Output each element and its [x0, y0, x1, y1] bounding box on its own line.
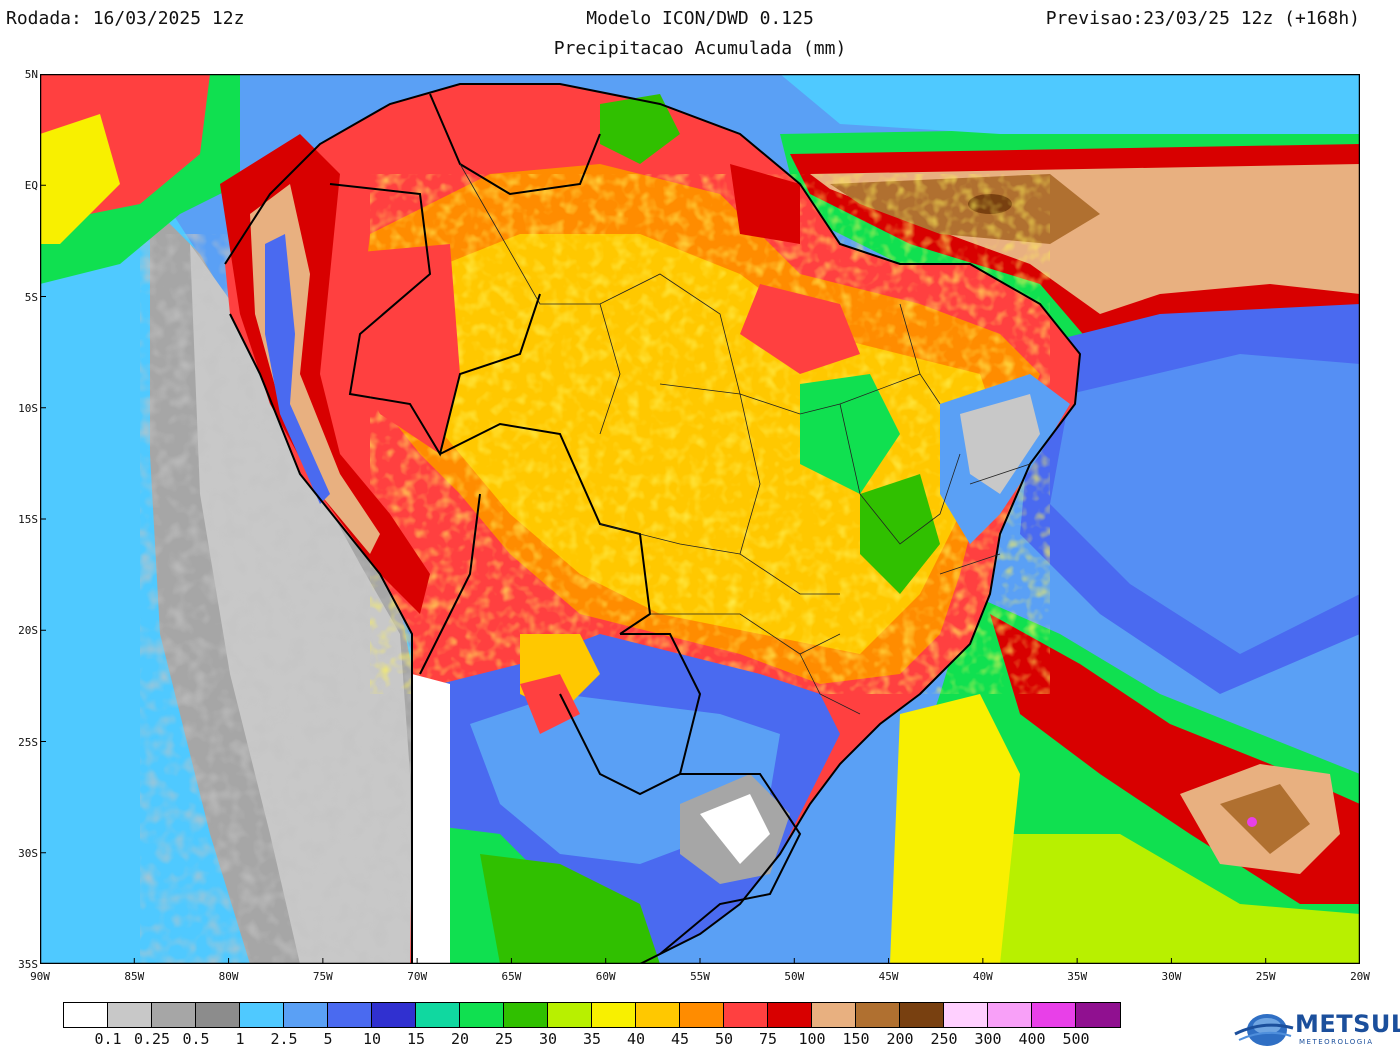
- lon-label: 90W: [30, 970, 50, 983]
- colorbar-swatch: [1076, 1003, 1120, 1027]
- map-frame: [40, 74, 1360, 964]
- lon-label: 30W: [1161, 970, 1182, 983]
- model-title: Modelo ICON/DWD 0.125: [586, 8, 814, 29]
- colorbar-label: 150: [842, 1030, 870, 1048]
- colorbar-label: 45: [670, 1030, 690, 1048]
- globe-icon: [1234, 1014, 1294, 1046]
- variable-subtitle: Precipitacao Acumulada (mm): [553, 38, 847, 59]
- colorbar-label: 0.25: [133, 1030, 171, 1048]
- lon-label: 80W: [218, 970, 239, 983]
- lon-label: 60W: [595, 970, 616, 983]
- lon-label: 45W: [878, 970, 899, 983]
- lat-label: 5N: [24, 68, 38, 81]
- state-borders: [459, 163, 1031, 715]
- lon-label: 65W: [501, 970, 522, 983]
- colorbar-swatch: [592, 1003, 636, 1027]
- colorbar-swatch: [856, 1003, 900, 1027]
- colorbar-swatch: [284, 1003, 328, 1027]
- precipitation-colorbar: [63, 1002, 1121, 1028]
- colorbar-swatch: [680, 1003, 724, 1027]
- colorbar-label: 10: [362, 1030, 382, 1048]
- lat-label: 25S: [18, 735, 38, 749]
- colorbar-swatch: [900, 1003, 944, 1027]
- lon-label: 40W: [972, 970, 993, 983]
- metsul-logo: METSUL METEOROLOGIA: [1233, 1008, 1400, 1050]
- colorbar-swatch: [636, 1003, 680, 1027]
- colorbar-label: 40: [626, 1030, 646, 1048]
- lat-label: 5S: [24, 290, 38, 304]
- logo-tagline: METEOROLOGIA: [1299, 1038, 1374, 1046]
- colorbar-swatch: [548, 1003, 592, 1027]
- colorbar-swatch: [328, 1003, 372, 1027]
- precipitation-map-canvas: [40, 74, 1360, 964]
- colorbar-swatch: [988, 1003, 1032, 1027]
- lon-label: 75W: [312, 970, 333, 983]
- colorbar-label: 400: [1018, 1030, 1046, 1048]
- colorbar-label: 50: [714, 1030, 734, 1048]
- colorbar-label: 500: [1062, 1030, 1090, 1048]
- colorbar-label: 1: [235, 1030, 245, 1048]
- lat-label: 35S: [18, 958, 38, 971]
- colorbar-swatch: [240, 1003, 284, 1027]
- country-borders: [224, 83, 1082, 964]
- lon-label: 35W: [1067, 970, 1088, 983]
- colorbar-swatch: [504, 1003, 548, 1027]
- colorbar-label: 300: [974, 1030, 1002, 1048]
- colorbar-label: 15: [406, 1030, 426, 1048]
- colorbar-swatch: [724, 1003, 768, 1027]
- colorbar-label: 0.1: [94, 1030, 122, 1048]
- colorbar-swatch: [108, 1003, 152, 1027]
- colorbar-swatch: [1032, 1003, 1076, 1027]
- logo-name: METSUL: [1295, 1010, 1400, 1038]
- colorbar-label: 30: [538, 1030, 558, 1048]
- lon-label: 50W: [784, 970, 805, 983]
- colorbar-swatch: [196, 1003, 240, 1027]
- lat-label: 30S: [18, 846, 38, 860]
- colorbar-swatch: [812, 1003, 856, 1027]
- colorbar-swatch: [152, 1003, 196, 1027]
- colorbar-swatch: [768, 1003, 812, 1027]
- colorbar-label: 2.5: [270, 1030, 298, 1048]
- lat-label: 10S: [18, 401, 38, 415]
- run-time-label: Rodada: 16/03/2025 12z: [6, 8, 245, 29]
- lon-label: 25W: [1255, 970, 1276, 983]
- colorbar-label: 5: [323, 1030, 333, 1048]
- colorbar-label: 0.5: [182, 1030, 210, 1048]
- lat-label: EQ: [24, 179, 38, 193]
- colorbar-swatch: [460, 1003, 504, 1027]
- colorbar-label: 75: [758, 1030, 778, 1048]
- colorbar-label: 250: [930, 1030, 958, 1048]
- precipitation-map: [40, 74, 1360, 964]
- lon-label: 85W: [124, 970, 145, 983]
- colorbar-label: 35: [582, 1030, 602, 1048]
- forecast-time-label: Previsao:23/03/25 12z (+168h): [1045, 8, 1360, 29]
- colorbar-swatch: [944, 1003, 988, 1027]
- lon-label: 55W: [690, 970, 710, 983]
- lon-label: 20W: [1350, 970, 1370, 983]
- colorbar-label: 25: [494, 1030, 514, 1048]
- lat-label: 20S: [18, 624, 38, 638]
- colorbar-label: 20: [450, 1030, 470, 1048]
- colorbar-label: 100: [798, 1030, 826, 1048]
- lat-label: 15S: [18, 513, 38, 526]
- colorbar-swatch: [416, 1003, 460, 1027]
- colorbar-swatch: [64, 1003, 108, 1027]
- colorbar-label: 200: [886, 1030, 914, 1048]
- lon-label: 70W: [407, 970, 428, 983]
- colorbar-swatch: [372, 1003, 416, 1027]
